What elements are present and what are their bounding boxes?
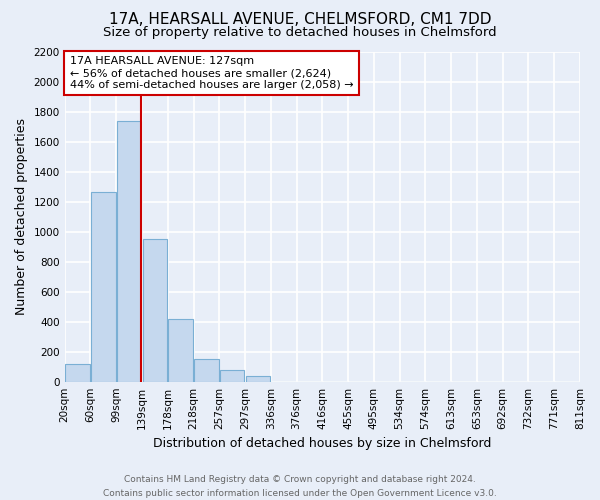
Bar bbox=[143, 239, 167, 382]
Bar bbox=[65, 364, 90, 382]
Bar bbox=[117, 120, 142, 382]
Bar bbox=[169, 320, 193, 382]
Bar bbox=[245, 376, 270, 382]
Y-axis label: Number of detached properties: Number of detached properties bbox=[15, 118, 28, 315]
Text: Size of property relative to detached houses in Chelmsford: Size of property relative to detached ho… bbox=[103, 26, 497, 39]
Bar bbox=[220, 370, 244, 382]
Text: Contains HM Land Registry data © Crown copyright and database right 2024.
Contai: Contains HM Land Registry data © Crown c… bbox=[103, 476, 497, 498]
Text: 17A HEARSALL AVENUE: 127sqm
← 56% of detached houses are smaller (2,624)
44% of : 17A HEARSALL AVENUE: 127sqm ← 56% of det… bbox=[70, 56, 353, 90]
Bar bbox=[91, 192, 116, 382]
X-axis label: Distribution of detached houses by size in Chelmsford: Distribution of detached houses by size … bbox=[153, 437, 491, 450]
Bar bbox=[194, 359, 218, 382]
Text: 17A, HEARSALL AVENUE, CHELMSFORD, CM1 7DD: 17A, HEARSALL AVENUE, CHELMSFORD, CM1 7D… bbox=[109, 12, 491, 28]
